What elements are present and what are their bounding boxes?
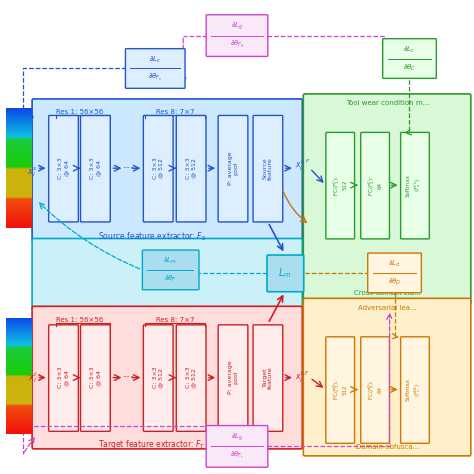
Text: ···: ··· [122, 162, 134, 175]
Text: $\partial L_m$: $\partial L_m$ [163, 256, 177, 266]
FancyBboxPatch shape [401, 337, 429, 443]
FancyBboxPatch shape [176, 325, 206, 431]
Text: FC($F_1^C$):
512: FC($F_1^C$): 512 [331, 175, 348, 196]
FancyBboxPatch shape [126, 49, 185, 88]
Text: P: average
pool: P: average pool [228, 151, 238, 185]
Text: Adversarial lea...: Adversarial lea... [358, 305, 417, 311]
Text: $\partial L_g$: $\partial L_g$ [231, 432, 243, 443]
FancyBboxPatch shape [361, 132, 390, 239]
FancyBboxPatch shape [206, 426, 268, 467]
Text: FC($F_2^C$):
64: FC($F_2^C$): 64 [366, 175, 383, 196]
Text: $\partial\theta_{F_r}$: $\partial\theta_{F_r}$ [230, 450, 244, 461]
Text: FC($F_2^D$):
64: FC($F_2^D$): 64 [366, 379, 383, 400]
FancyBboxPatch shape [32, 306, 302, 449]
FancyBboxPatch shape [49, 325, 78, 431]
Text: C: 3×3
@ 512: C: 3×3 @ 512 [186, 367, 197, 389]
Text: Tool wear condition m...: Tool wear condition m... [346, 100, 429, 106]
FancyBboxPatch shape [218, 325, 248, 431]
Text: C: 3×3
@ 512: C: 3×3 @ 512 [153, 157, 164, 179]
Text: Res 1: 56×56: Res 1: 56×56 [56, 317, 103, 323]
Text: $\partial L_d$: $\partial L_d$ [388, 259, 401, 269]
Text: FC($F_1^D$):
512: FC($F_1^D$): 512 [331, 379, 348, 400]
Text: C: 3×3
@ 64: C: 3×3 @ 64 [90, 157, 101, 179]
FancyBboxPatch shape [326, 337, 355, 443]
Text: C: 3×3
@ 64: C: 3×3 @ 64 [58, 157, 69, 179]
Text: C: 3×3
@ 512: C: 3×3 @ 512 [153, 367, 164, 389]
Text: Source
feature: Source feature [263, 157, 273, 180]
FancyBboxPatch shape [253, 116, 283, 222]
FancyBboxPatch shape [253, 325, 283, 431]
FancyBboxPatch shape [267, 255, 304, 292]
Text: C: 3×3
@ 64: C: 3×3 @ 64 [58, 367, 69, 389]
FancyBboxPatch shape [176, 116, 206, 222]
Text: Cross-domain cla...: Cross-domain cla... [354, 290, 421, 296]
FancyBboxPatch shape [368, 253, 421, 293]
Text: $\partial L_c$: $\partial L_c$ [149, 55, 161, 64]
Text: $\partial L_c$: $\partial L_c$ [403, 45, 416, 55]
FancyBboxPatch shape [401, 132, 429, 239]
Text: $\partial\theta_{F_s}$: $\partial\theta_{F_s}$ [148, 72, 163, 83]
Text: $x_i^{s,F}$: $x_i^{s,F}$ [295, 157, 310, 173]
Text: ···: ··· [122, 371, 134, 384]
FancyBboxPatch shape [49, 116, 78, 222]
FancyBboxPatch shape [206, 15, 268, 56]
Text: C: 3×3
@ 64: C: 3×3 @ 64 [90, 367, 101, 389]
Text: Softmax
($F_s^{C_h}$): Softmax ($F_s^{C_h}$) [406, 173, 423, 197]
Text: Target
feature: Target feature [263, 366, 273, 389]
Text: Res 8: 7×7: Res 8: 7×7 [156, 109, 194, 115]
FancyBboxPatch shape [143, 116, 173, 222]
Text: Res 1: 56×56: Res 1: 56×56 [56, 109, 103, 115]
FancyBboxPatch shape [303, 94, 471, 304]
Text: Domain obfusca...: Domain obfusca... [356, 445, 419, 450]
Text: C: 3×3
@ 512: C: 3×3 @ 512 [186, 157, 197, 179]
Text: Softmax
($F_s^{D_b}$): Softmax ($F_s^{D_b}$) [406, 378, 423, 401]
FancyBboxPatch shape [81, 116, 110, 222]
FancyBboxPatch shape [32, 238, 302, 310]
Text: Target feature extractor: $\mathit{F}_T$: Target feature extractor: $\mathit{F}_T$ [99, 438, 206, 451]
FancyBboxPatch shape [143, 325, 173, 431]
Text: $x_i^s$: $x_i^s$ [27, 165, 38, 179]
FancyBboxPatch shape [361, 337, 390, 443]
Text: P: average
pool: P: average pool [228, 361, 238, 394]
Text: Res 8: 7×7: Res 8: 7×7 [156, 317, 194, 323]
FancyBboxPatch shape [383, 39, 436, 78]
Text: $\partial\theta_{F_S}$: $\partial\theta_{F_S}$ [229, 39, 245, 50]
Text: $x_i^t$: $x_i^t$ [27, 370, 37, 385]
FancyBboxPatch shape [326, 132, 355, 239]
FancyBboxPatch shape [32, 99, 302, 241]
FancyBboxPatch shape [218, 116, 248, 222]
Text: $\partial\theta_C$: $\partial\theta_C$ [403, 63, 416, 73]
Text: $\partial L_g$: $\partial L_g$ [231, 21, 243, 32]
Text: $x_i^{t,F}$: $x_i^{t,F}$ [295, 370, 310, 385]
FancyBboxPatch shape [142, 250, 199, 290]
FancyBboxPatch shape [303, 298, 471, 456]
Text: $L_m$: $L_m$ [278, 266, 292, 280]
Text: $\partial\theta_D$: $\partial\theta_D$ [388, 277, 401, 287]
Text: $\partial\theta_F$: $\partial\theta_F$ [164, 274, 177, 284]
FancyBboxPatch shape [81, 325, 110, 431]
Text: Source feature extractor: $\mathit{F}_S$: Source feature extractor: $\mathit{F}_S$ [98, 231, 207, 243]
